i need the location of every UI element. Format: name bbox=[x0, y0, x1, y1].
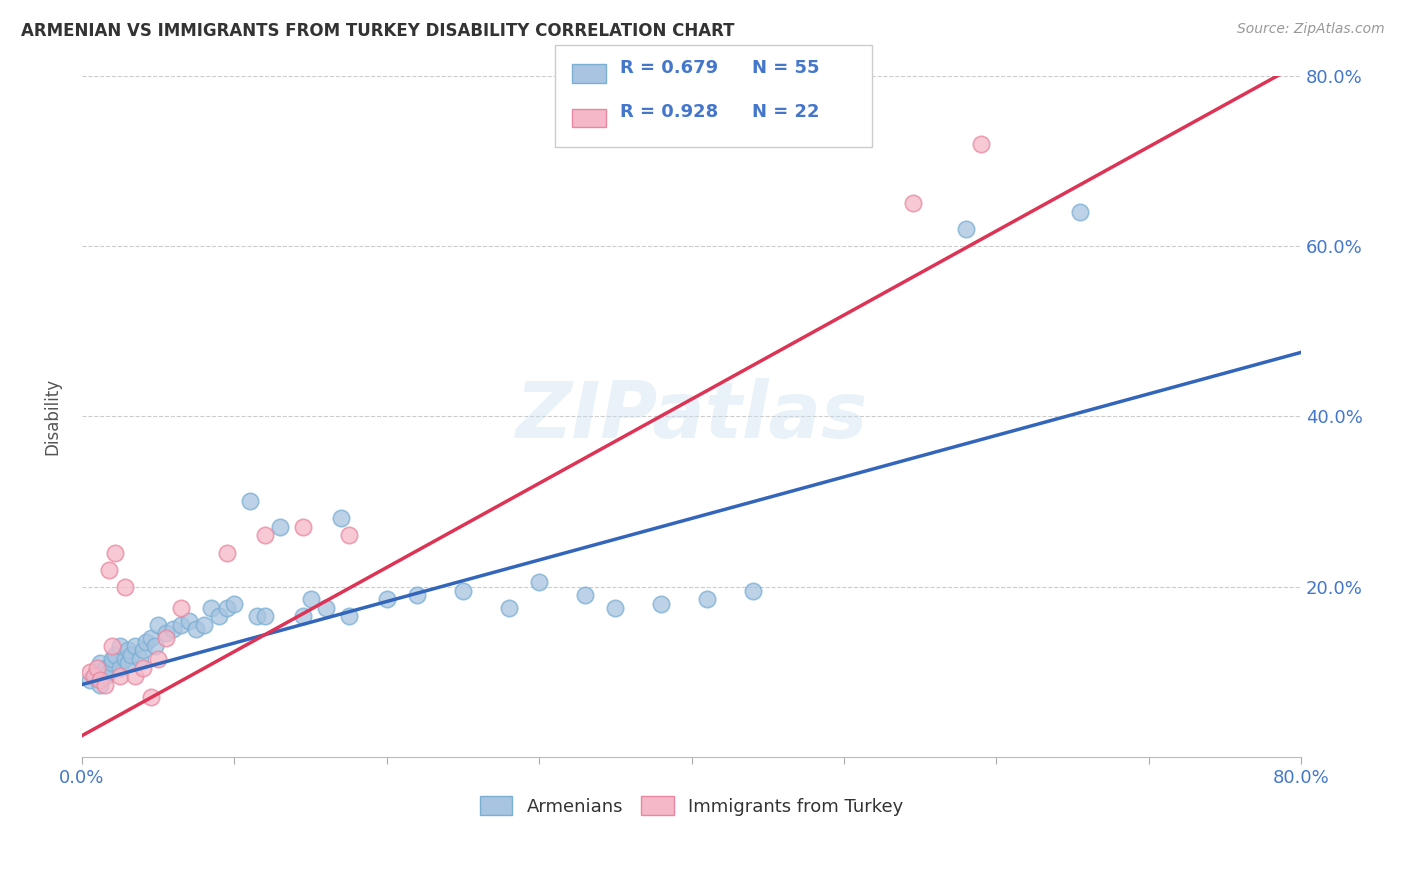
Point bbox=[299, 592, 322, 607]
Point bbox=[79, 665, 101, 679]
Text: N = 22: N = 22 bbox=[751, 103, 820, 121]
Point bbox=[406, 588, 429, 602]
Point bbox=[124, 669, 146, 683]
Point bbox=[527, 575, 550, 590]
Point bbox=[89, 677, 111, 691]
Point bbox=[83, 669, 105, 683]
Point bbox=[124, 639, 146, 653]
Text: R = 0.928: R = 0.928 bbox=[620, 103, 718, 121]
Point bbox=[200, 600, 222, 615]
Y-axis label: Disability: Disability bbox=[44, 377, 60, 455]
Point bbox=[139, 690, 162, 705]
Point bbox=[253, 609, 276, 624]
Point bbox=[117, 643, 139, 657]
Point bbox=[101, 652, 124, 666]
Point bbox=[970, 136, 993, 151]
Point bbox=[89, 673, 111, 688]
Legend: Armenians, Immigrants from Turkey: Armenians, Immigrants from Turkey bbox=[472, 789, 911, 823]
Point bbox=[901, 196, 924, 211]
Point bbox=[83, 669, 105, 683]
Point bbox=[143, 639, 166, 653]
Point bbox=[98, 563, 121, 577]
Point bbox=[291, 609, 314, 624]
Point bbox=[696, 592, 718, 607]
Point bbox=[574, 588, 596, 602]
Point bbox=[117, 657, 139, 671]
Point bbox=[337, 609, 360, 624]
Point bbox=[86, 660, 108, 674]
Point bbox=[269, 520, 291, 534]
Point bbox=[128, 652, 150, 666]
Point bbox=[94, 677, 117, 691]
Point bbox=[79, 673, 101, 688]
Point bbox=[146, 652, 169, 666]
Point bbox=[94, 669, 117, 683]
Point bbox=[132, 643, 155, 657]
Point bbox=[120, 648, 142, 662]
Point bbox=[741, 583, 763, 598]
Point bbox=[955, 222, 977, 236]
Point bbox=[253, 528, 276, 542]
Text: Source: ZipAtlas.com: Source: ZipAtlas.com bbox=[1237, 22, 1385, 37]
Point bbox=[605, 600, 627, 615]
Point bbox=[162, 622, 184, 636]
Text: ZIPatlas: ZIPatlas bbox=[516, 378, 868, 454]
Point bbox=[98, 665, 121, 679]
Point bbox=[239, 494, 262, 508]
Point bbox=[132, 660, 155, 674]
Point bbox=[215, 600, 238, 615]
Point bbox=[193, 618, 215, 632]
Point bbox=[224, 597, 246, 611]
Point bbox=[146, 618, 169, 632]
Point bbox=[498, 600, 520, 615]
Point bbox=[104, 648, 127, 662]
Point bbox=[155, 626, 177, 640]
Text: N = 55: N = 55 bbox=[751, 59, 820, 77]
Point bbox=[337, 528, 360, 542]
Point bbox=[291, 520, 314, 534]
Point bbox=[215, 545, 238, 559]
Text: ARMENIAN VS IMMIGRANTS FROM TURKEY DISABILITY CORRELATION CHART: ARMENIAN VS IMMIGRANTS FROM TURKEY DISAB… bbox=[21, 22, 734, 40]
Point bbox=[104, 545, 127, 559]
Point bbox=[135, 635, 157, 649]
Point bbox=[177, 614, 200, 628]
Point bbox=[114, 580, 136, 594]
Point bbox=[208, 609, 231, 624]
Point bbox=[139, 631, 162, 645]
Point bbox=[315, 600, 337, 615]
Point bbox=[170, 618, 193, 632]
Point bbox=[375, 592, 398, 607]
Text: R = 0.679: R = 0.679 bbox=[620, 59, 718, 77]
Point bbox=[86, 665, 108, 679]
Point bbox=[451, 583, 474, 598]
Point bbox=[108, 660, 131, 674]
Point bbox=[186, 622, 208, 636]
Point bbox=[170, 600, 193, 615]
Point bbox=[1069, 204, 1091, 219]
Point bbox=[650, 597, 672, 611]
Point bbox=[246, 609, 269, 624]
Point bbox=[101, 639, 124, 653]
Point bbox=[155, 631, 177, 645]
Point bbox=[108, 669, 131, 683]
Point bbox=[114, 652, 136, 666]
Point bbox=[89, 657, 111, 671]
Point bbox=[330, 511, 353, 525]
Point bbox=[96, 660, 118, 674]
Point bbox=[108, 639, 131, 653]
Point bbox=[101, 657, 124, 671]
